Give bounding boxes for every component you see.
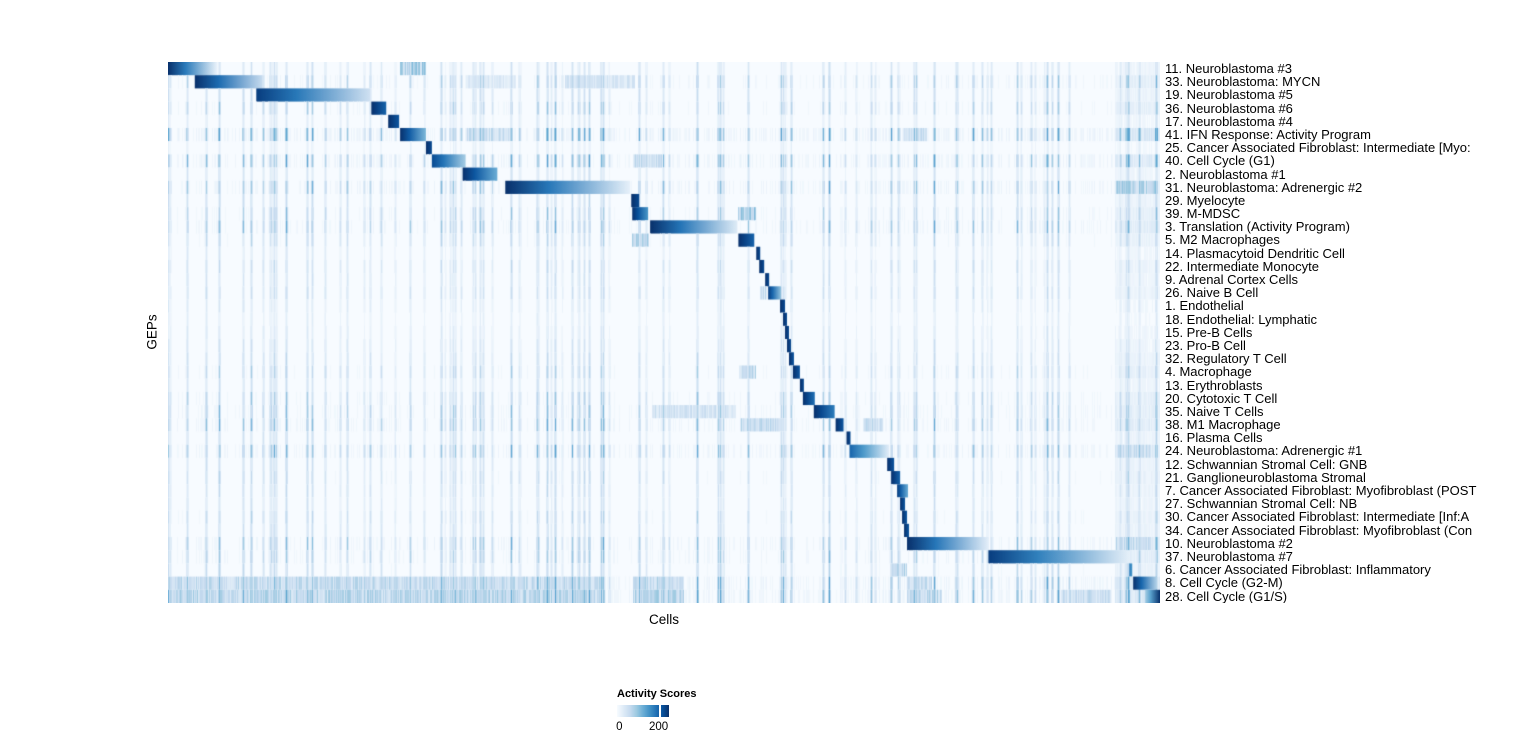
row-label: 20. Cytotoxic T Cell bbox=[1165, 390, 1278, 406]
row-label: 4. Macrophage bbox=[1165, 364, 1252, 380]
row-label: 30. Cancer Associated Fibroblast: Interm… bbox=[1165, 509, 1470, 525]
row-label: 24. Neuroblastoma: Adrenergic #1 bbox=[1165, 443, 1363, 459]
legend-title: Activity Scores bbox=[617, 688, 697, 700]
row-label: 29. Myelocyte bbox=[1165, 192, 1246, 208]
row-labels: 11. Neuroblastoma #3 33. Neuroblastoma: M… bbox=[1165, 62, 1540, 603]
activity-scores-legend: Activity Scores 0 200 bbox=[616, 688, 737, 735]
row-label: 22. Intermediate Monocyte bbox=[1165, 258, 1319, 274]
row-label: 21. Ganglioneuroblastoma Stromal bbox=[1165, 469, 1366, 485]
row-label: 5. M2 Macrophages bbox=[1165, 232, 1280, 248]
y-axis-label: GEPs bbox=[144, 314, 160, 350]
legend-tick-200: 200 bbox=[649, 721, 669, 733]
row-label: 32. Regulatory T Cell bbox=[1165, 351, 1287, 367]
row-label: 28. Cell Cycle (G1/S) bbox=[1165, 588, 1288, 603]
row-label: 8. Cell Cycle (G2-M) bbox=[1165, 575, 1283, 591]
row-label: 14. Plasmacytoid Dendritic Cell bbox=[1165, 245, 1345, 261]
row-label: 38. M1 Macrophage bbox=[1165, 417, 1281, 433]
row-label: 6. Cancer Associated Fibroblast: Inflamm… bbox=[1165, 562, 1431, 578]
row-label: 39. M-MDSC bbox=[1165, 206, 1241, 222]
row-label: 23. Pro-B Cell bbox=[1165, 337, 1246, 353]
row-label: 26. Naive B Cell bbox=[1165, 285, 1259, 301]
row-label: 1. Endothelial bbox=[1165, 298, 1244, 314]
legend-gradient bbox=[617, 705, 669, 717]
legend-tick-0: 0 bbox=[616, 721, 623, 733]
row-label: 37. Neuroblastoma #7 bbox=[1165, 548, 1293, 564]
row-label: 3. Translation (Activity Program) bbox=[1165, 219, 1350, 235]
row-label: 12. Schwannian Stromal Cell: GNB bbox=[1165, 456, 1368, 472]
row-label: 19. Neuroblastoma #5 bbox=[1165, 87, 1293, 103]
row-label: 16. Plasma Cells bbox=[1165, 430, 1263, 446]
row-label: 25. Cancer Associated Fibroblast: Interm… bbox=[1165, 140, 1471, 156]
legend-colorbar bbox=[617, 705, 669, 717]
heatmap-canvas bbox=[168, 62, 1160, 603]
row-label: 13. Erythroblasts bbox=[1165, 377, 1263, 393]
legend-tick-labels: 0 200 bbox=[616, 721, 669, 735]
row-label: 27. Schwannian Stromal Cell: NB bbox=[1165, 496, 1358, 512]
row-label: 17. Neuroblastoma #4 bbox=[1165, 113, 1293, 129]
row-label: 40. Cell Cycle (G1) bbox=[1165, 153, 1275, 169]
row-label: 34. Cancer Associated Fibroblast: Myofib… bbox=[1165, 522, 1473, 538]
row-label: 36. Neuroblastoma #6 bbox=[1165, 100, 1293, 116]
row-label: 35. Naive T Cells bbox=[1165, 403, 1264, 419]
row-label: 2. Neuroblastoma #1 bbox=[1165, 166, 1286, 182]
row-label: 15. Pre-B Cells bbox=[1165, 324, 1253, 340]
row-label: 10. Neuroblastoma #2 bbox=[1165, 535, 1293, 551]
row-label: 33. Neuroblastoma: MYCN bbox=[1165, 74, 1321, 90]
row-label: 7. Cancer Associated Fibroblast: Myofibr… bbox=[1165, 483, 1477, 498]
row-label: 18. Endothelial: Lymphatic bbox=[1165, 311, 1318, 327]
row-label: 9. Adrenal Cortex Cells bbox=[1165, 272, 1298, 287]
row-label: 31. Neuroblastoma: Adrenergic #2 bbox=[1165, 179, 1363, 195]
legend-tick-mark-200 bbox=[658, 705, 661, 717]
row-label: 11. Neuroblastoma #3 bbox=[1165, 62, 1292, 76]
x-axis-label: Cells bbox=[648, 612, 680, 627]
row-label: 41. IFN Response: Activity Program bbox=[1165, 126, 1371, 142]
